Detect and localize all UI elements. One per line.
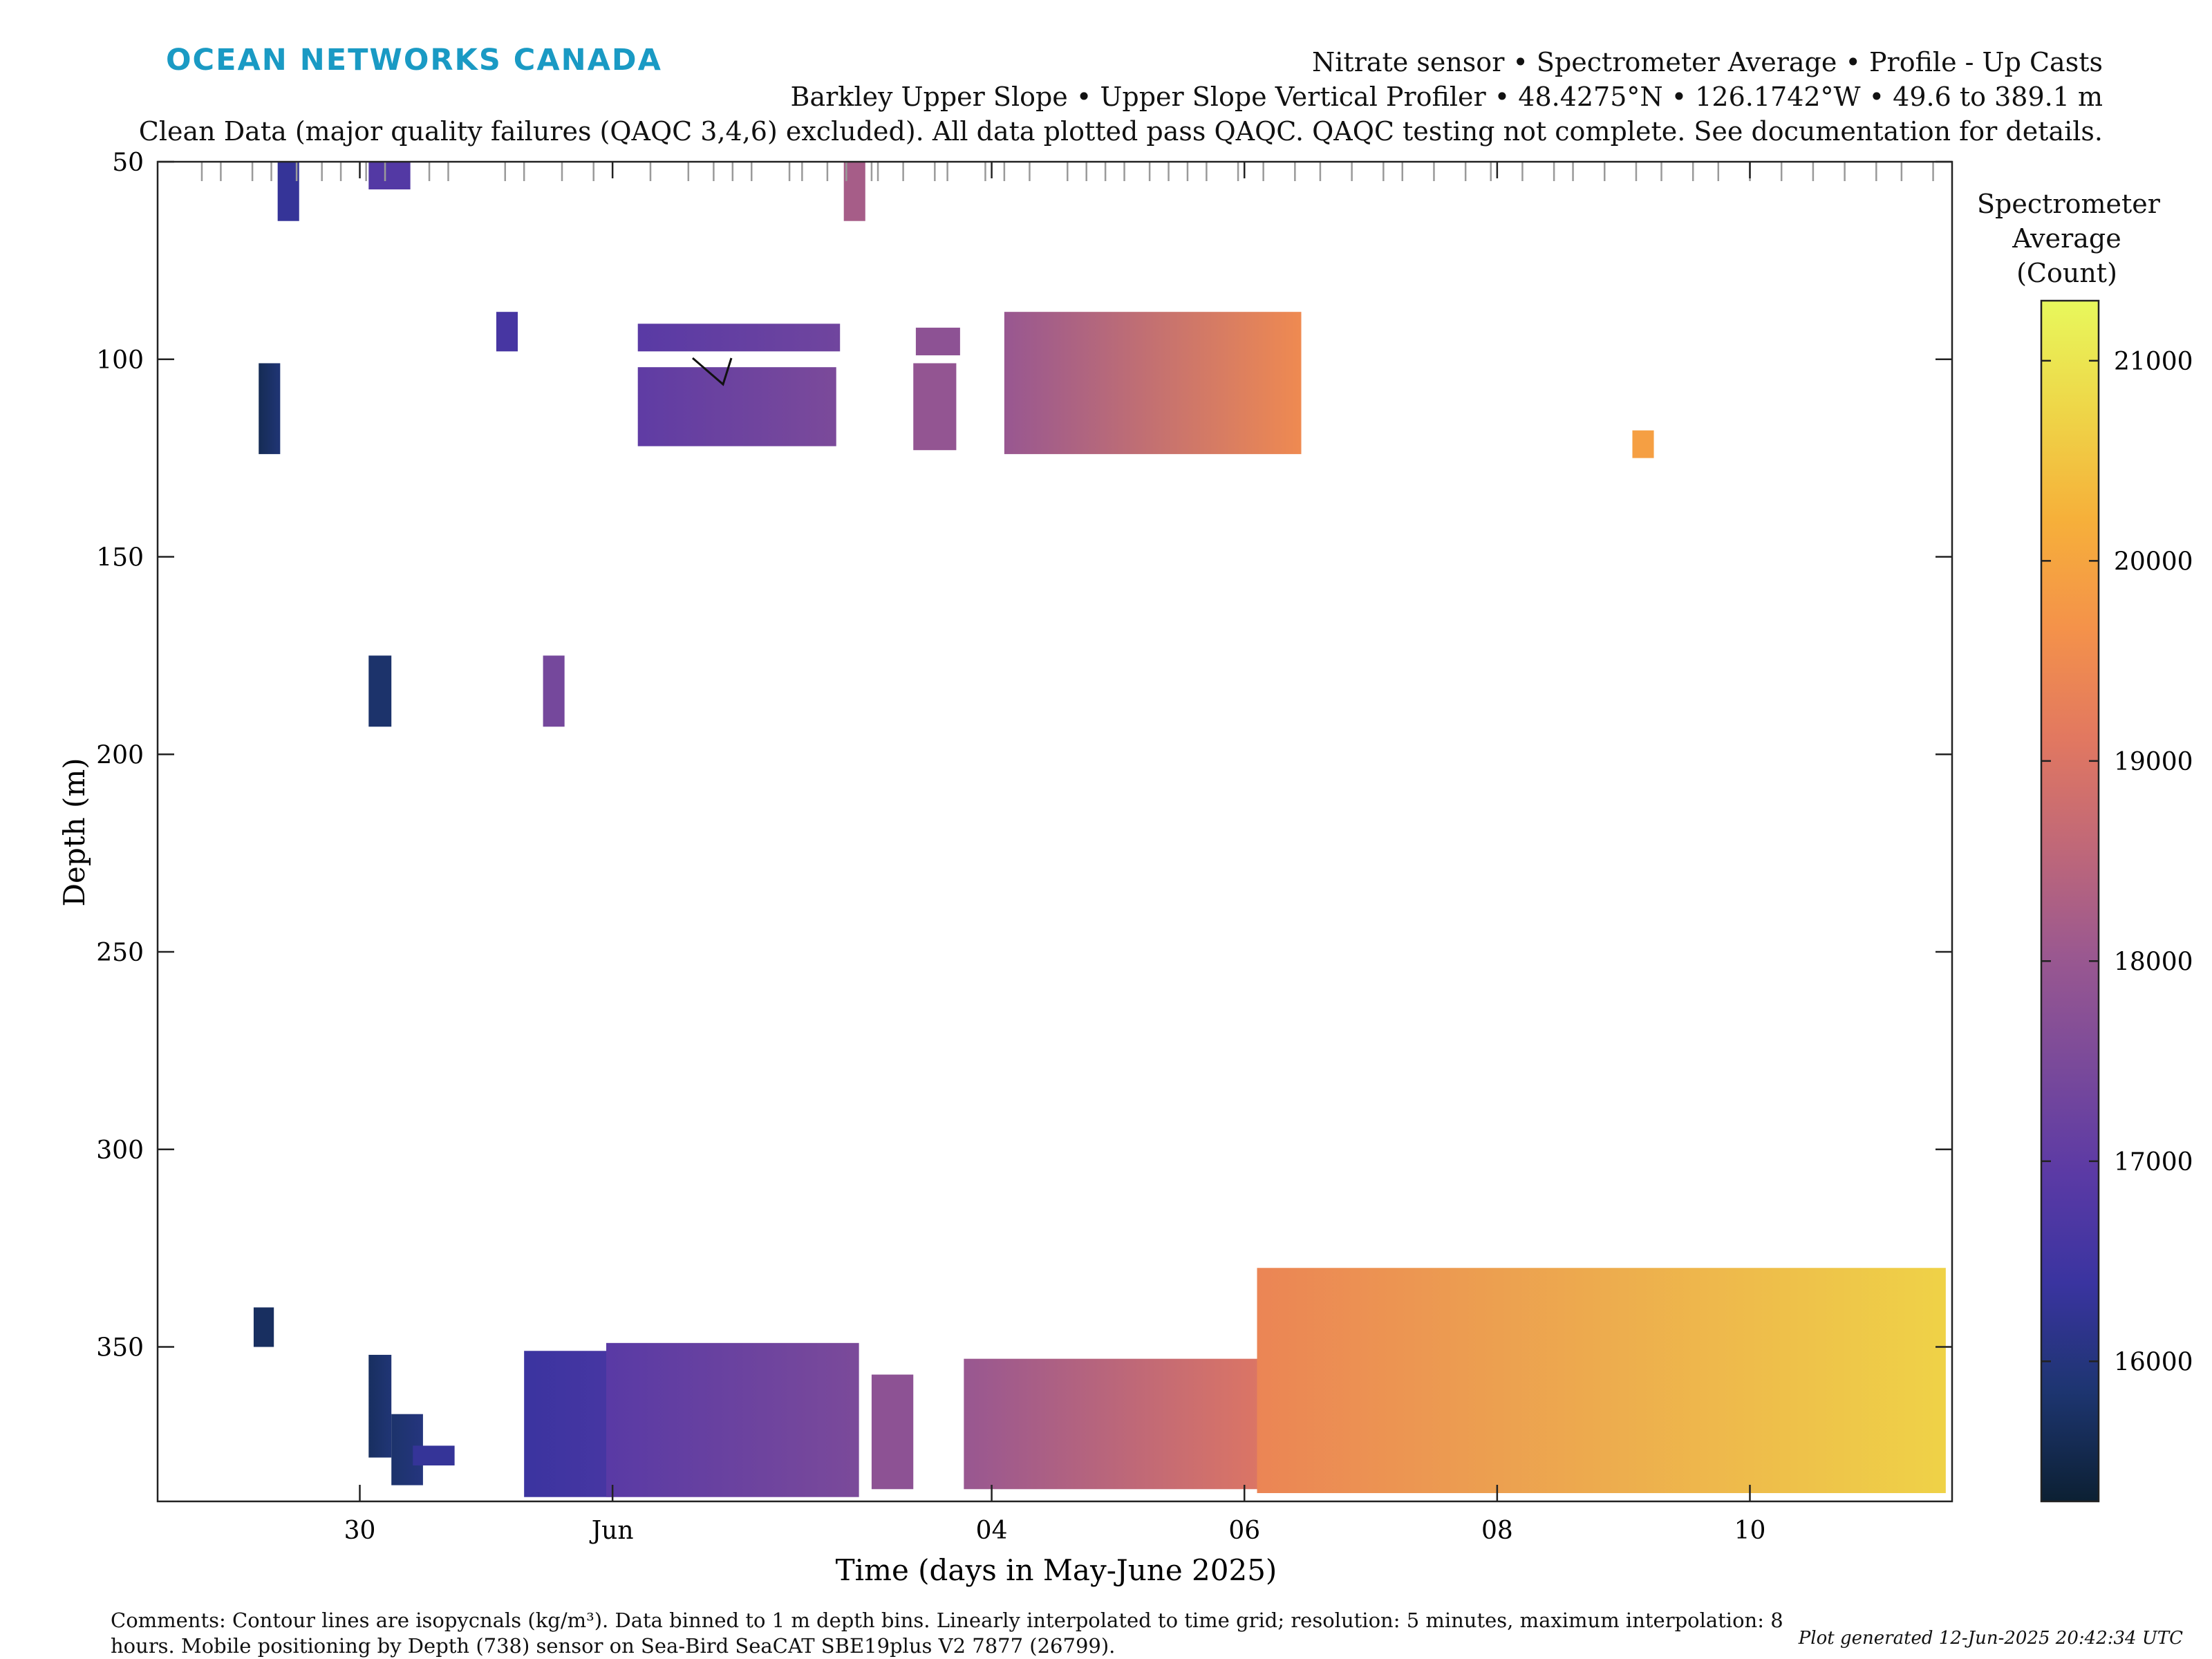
heatmap-cell xyxy=(368,655,392,727)
colorbar-ticks: 16000 17000 18000 19000 20000 21000 xyxy=(2041,348,2193,1376)
heatmap-cell xyxy=(1632,430,1654,458)
colorbar-tick-label: 17000 xyxy=(2114,1148,2193,1177)
heatmap-cell xyxy=(496,312,518,352)
y-axis: 50 100 150 200 250 300 350 xyxy=(96,149,1952,1362)
y-tick-label: 250 xyxy=(96,939,144,967)
colorbar-title-line-2: Average xyxy=(2012,223,2121,254)
heatmap-cell xyxy=(253,1307,274,1347)
colorbar-tick-label: 21000 xyxy=(2114,348,2193,376)
y-tick-label: 150 xyxy=(96,544,144,572)
plot-title-line-1: Nitrate sensor • Spectrometer Average • … xyxy=(1312,47,2103,77)
colorbar-title: Spectrometer Average (Count) xyxy=(1977,187,2160,290)
x-tick-label: Jun xyxy=(589,1517,634,1545)
footer-comments: Comments: Contour lines are isopycnals (… xyxy=(111,1609,1783,1658)
isopycnal-contour-line xyxy=(692,357,733,386)
y-axis-label: Depth (m) xyxy=(57,758,91,906)
heatmap-cell xyxy=(606,1342,859,1497)
y-tick-label: 50 xyxy=(112,149,144,177)
colorbar-tick-label: 19000 xyxy=(2114,748,2193,776)
colorbar-tick-label: 16000 xyxy=(2114,1348,2193,1376)
plot-frame xyxy=(156,160,1953,1503)
x-tick-label: 04 xyxy=(976,1517,1008,1545)
heatmap-cell xyxy=(1257,1268,1946,1493)
x-axis-label: Time (days in May-June 2025) xyxy=(836,1553,1277,1587)
heatmap-cell xyxy=(543,655,565,727)
heatmap-cell xyxy=(277,162,299,221)
cast-markers xyxy=(200,162,1934,181)
heatmap-cell xyxy=(413,1445,455,1465)
x-tick-label: 06 xyxy=(1228,1517,1260,1545)
heatmap-cell xyxy=(843,162,865,221)
x-tick-label: 30 xyxy=(344,1517,376,1545)
y-tick-label: 200 xyxy=(96,741,144,769)
plot-generated-timestamp: Plot generated 12-Jun-2025 20:42:34 UTC xyxy=(1798,1628,2183,1649)
heatmap-cell xyxy=(964,1358,1257,1490)
colorbar-tick-label: 20000 xyxy=(2114,547,2193,576)
x-axis: 30 Jun 04 06 08 10 xyxy=(344,162,1766,1545)
colorbar-tick-label: 18000 xyxy=(2114,948,2193,976)
heatmap-cell xyxy=(368,1354,392,1458)
plot-title-line-3: Clean Data (major quality failures (QAQC… xyxy=(138,116,2103,147)
heatmap-cell xyxy=(1004,312,1302,454)
y-tick-label: 300 xyxy=(96,1136,144,1165)
heatmap-cell xyxy=(368,162,411,190)
brand-logo-text: OCEAN NETWORKS CANADA xyxy=(166,43,662,77)
heatmap-cell xyxy=(637,367,836,447)
colorbar-title-line-3: (Count) xyxy=(2016,258,2117,288)
heatmap-cell xyxy=(915,328,960,356)
x-tick-label: 08 xyxy=(1481,1517,1513,1545)
x-tick-label: 10 xyxy=(1734,1517,1766,1545)
y-tick-label: 350 xyxy=(96,1334,144,1362)
heatmap-cell xyxy=(524,1351,613,1497)
heatmap-cells xyxy=(253,162,1946,1497)
heatmap-cell xyxy=(913,363,957,451)
y-tick-label: 100 xyxy=(96,346,144,375)
plot-title-line-2: Barkley Upper Slope • Upper Slope Vertic… xyxy=(790,82,2103,112)
heatmap-cell xyxy=(871,1374,914,1490)
heatmap-cell xyxy=(637,324,841,352)
colorbar-title-line-1: Spectrometer xyxy=(1977,189,2160,219)
heatmap-cell xyxy=(259,363,281,454)
colorbar xyxy=(2040,299,2100,1503)
